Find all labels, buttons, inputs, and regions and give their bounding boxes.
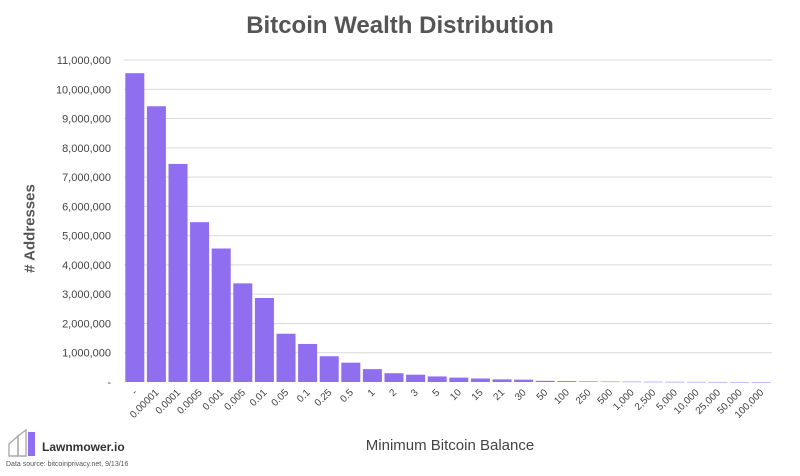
x-tick-label: 0.01 — [248, 387, 270, 409]
lawnmower-logo-icon — [8, 428, 35, 457]
bar — [233, 283, 253, 382]
bar — [535, 380, 555, 382]
x-tick-label: 0.005 — [222, 387, 248, 413]
bar — [557, 381, 577, 382]
bar — [578, 381, 598, 382]
bar — [686, 381, 706, 383]
x-tick-label: 0.5 — [338, 387, 356, 405]
y-tick-label: 11,000,000 — [57, 55, 111, 67]
y-tick-label: 8,000,000 — [62, 143, 111, 155]
bar — [276, 333, 296, 382]
bar — [730, 381, 750, 383]
bar — [190, 222, 210, 382]
x-tick-label: 10 — [448, 387, 464, 403]
y-tick-label: 4,000,000 — [62, 260, 111, 272]
bar — [751, 381, 771, 383]
brand-name: Lawnmower.io — [42, 440, 125, 454]
x-tick-label: 2 — [387, 387, 399, 399]
bar — [384, 373, 404, 382]
y-axis-ticks: - 1,000,000 2,000,000 3,000,000 4,000,000 5,0… — [56, 55, 111, 389]
x-axis-label: Minimum Bitcoin Balance — [365, 437, 535, 454]
bar — [514, 379, 534, 382]
x-tick-label: - — [130, 387, 140, 397]
x-tick-label: 15 — [470, 387, 486, 403]
y-tick-label: 6,000,000 — [62, 201, 111, 213]
bar — [600, 381, 620, 383]
bar — [168, 163, 188, 382]
x-tick-label: 0.0005 — [175, 387, 205, 417]
x-tick-label: 1 — [366, 387, 378, 399]
y-tick-label: 1,000,000 — [62, 348, 111, 360]
y-tick-label: 2,000,000 — [62, 318, 111, 330]
x-tick-label: 0.1 — [295, 387, 313, 405]
x-tick-label: 21 — [491, 387, 507, 403]
bar — [449, 377, 469, 382]
bar — [470, 378, 490, 382]
bar — [492, 379, 512, 382]
bar — [643, 381, 663, 383]
bar — [298, 343, 318, 382]
x-tick-label: 3 — [409, 387, 421, 399]
bar — [211, 248, 231, 382]
x-tick-label: 250 — [574, 387, 594, 407]
bar — [254, 297, 274, 382]
x-tick-label: 100 — [552, 387, 572, 407]
gridlines — [124, 59, 772, 354]
x-tick-label: 5 — [431, 387, 443, 399]
x-tick-label: 2,500 — [633, 387, 659, 413]
x-tick-label: 1,000 — [611, 387, 637, 413]
bar — [125, 73, 145, 383]
bar — [427, 376, 447, 382]
bar — [146, 106, 166, 382]
y-axis-label: # Addresses — [21, 184, 39, 273]
y-tick-label: 3,000,000 — [62, 289, 111, 301]
bars — [125, 73, 771, 383]
bar — [319, 356, 339, 382]
x-tick-label: 50 — [535, 387, 551, 403]
data-source-note: Data source: bitcoinprivacy.net, 9/13/16 — [6, 461, 129, 468]
x-tick-label: 30 — [513, 387, 529, 403]
x-tick-label: 0.25 — [313, 387, 335, 409]
chart-title: Bitcoin Wealth Distribution — [246, 12, 554, 39]
bar — [362, 369, 382, 382]
y-tick-label: 5,000,000 — [62, 231, 111, 243]
bar — [341, 362, 361, 382]
bar — [622, 381, 642, 383]
x-tick-label: 0.05 — [270, 387, 292, 409]
y-tick-label: 7,000,000 — [62, 172, 111, 184]
bar — [665, 381, 685, 383]
y-tick-label: - — [107, 377, 111, 389]
x-tick-label: 0.001 — [201, 387, 227, 413]
bar — [708, 381, 728, 383]
y-tick-label: 10,000,000 — [56, 84, 111, 96]
bar — [406, 374, 426, 382]
y-tick-label: 9,000,000 — [62, 114, 111, 126]
